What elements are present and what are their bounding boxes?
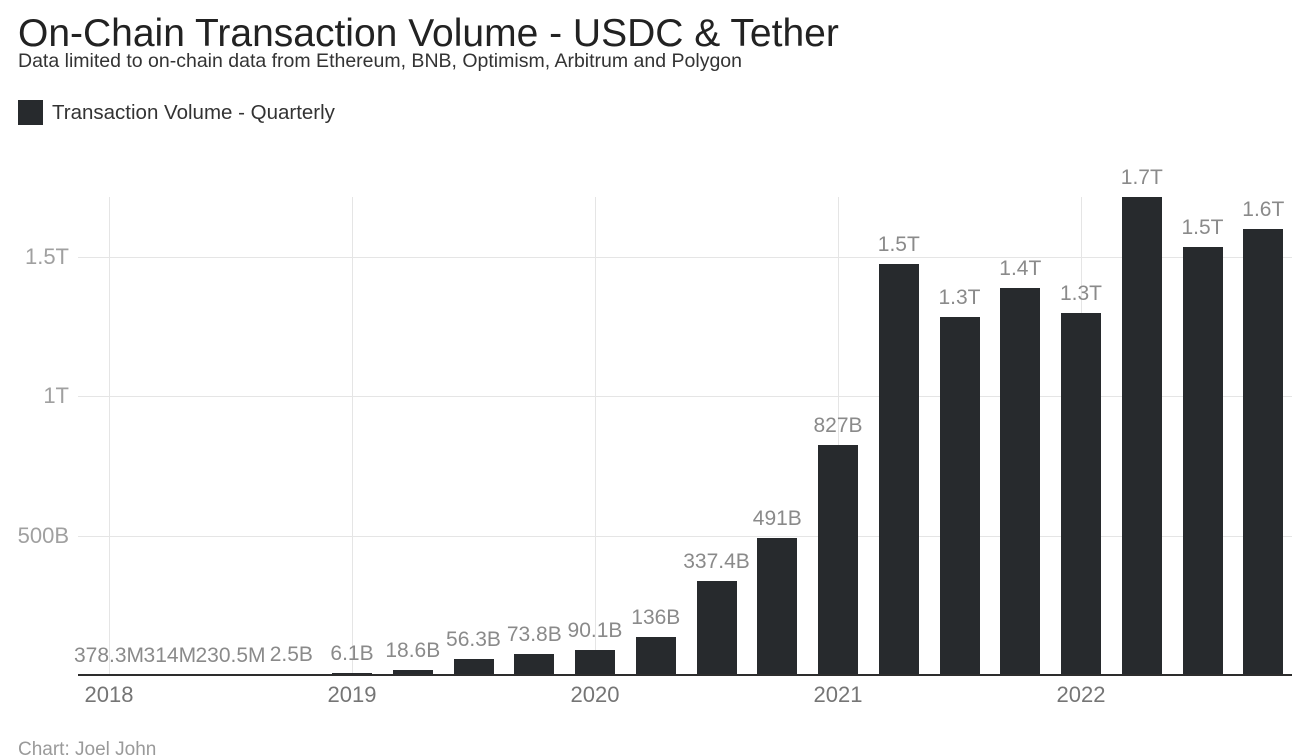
x-axis-tick-label: 2018 xyxy=(84,682,134,707)
x-gridline-2021 xyxy=(838,197,839,675)
bar-value-label-2021-q1: 827B xyxy=(813,413,863,437)
bar-2021-q2[interactable] xyxy=(878,263,919,675)
bar-value-label-2021-q3: 1.3T xyxy=(938,285,981,309)
chart-subtitle: Data limited to on-chain data from Ether… xyxy=(18,50,742,72)
bar-2020-q1[interactable] xyxy=(575,649,615,675)
bar-value-label-2021-q4: 1.4T xyxy=(999,256,1042,280)
bar-2020-q3[interactable] xyxy=(696,580,737,675)
bar-2022-q4[interactable] xyxy=(1243,229,1284,675)
bar-value-label-2018-q4: 2.5B xyxy=(269,643,313,667)
bar-2022-q2[interactable] xyxy=(1121,197,1162,675)
y-gridline-500b xyxy=(78,535,1292,537)
chart-title: On-Chain Transaction Volume - USDC & Tet… xyxy=(18,12,839,56)
bar-value-label-2019-q1: 6.1B xyxy=(330,642,374,666)
bar-value-label-2018-q3: 230.5M xyxy=(195,643,266,667)
bar-2022-q3[interactable] xyxy=(1182,247,1223,675)
bar-2020-q2[interactable] xyxy=(635,637,676,675)
legend-swatch xyxy=(18,100,43,125)
bar-value-label-2018-q1: 378.3M xyxy=(73,643,145,667)
y-axis-tick-label: 1.5T xyxy=(24,244,69,269)
y-axis-tick-label: 500B xyxy=(17,522,69,548)
bar-value-label-2020-q4: 491B xyxy=(752,507,802,531)
bar-value-label-2022-q2: 1.7T xyxy=(1120,166,1163,190)
bar-value-label-2022-q1: 1.3T xyxy=(1059,281,1103,305)
x-gridline-2018 xyxy=(109,197,110,675)
bar-2019-q3[interactable] xyxy=(453,659,494,675)
footer-credit: Chart: Joel John xyxy=(18,739,157,755)
bar-value-label-2020-q3: 337.4B xyxy=(683,550,750,573)
bar-2019-q2[interactable] xyxy=(392,669,433,675)
bar-value-label-2020-q2: 136B xyxy=(631,606,681,630)
y-gridline-1t xyxy=(78,396,1292,398)
bar-value-label-2022-q3: 1.5T xyxy=(1181,216,1224,240)
bar-value-label-2019-q3: 56.3B xyxy=(446,628,501,652)
bar-2021-q3[interactable] xyxy=(939,316,980,675)
bar-value-label-2020-q1: 90.1B xyxy=(567,618,623,642)
bar-value-label-2019-q2: 18.6B xyxy=(385,638,441,662)
x-axis-baseline xyxy=(78,674,1292,676)
bar-2021-q4[interactable] xyxy=(1000,287,1041,675)
x-gridline-2020 xyxy=(595,197,596,675)
y-gridline-1.5t xyxy=(78,257,1292,258)
bar-2020-q4[interactable] xyxy=(757,538,798,675)
x-axis-tick-label: 2021 xyxy=(813,682,863,707)
bar-value-label-2018-q2: 314M xyxy=(143,643,197,667)
x-gridline-2019 xyxy=(352,197,353,675)
bar-2021-q1[interactable] xyxy=(818,444,858,675)
x-axis-tick-label: 2019 xyxy=(327,682,377,707)
legend: Transaction Volume - Quarterly xyxy=(18,100,335,125)
x-axis-tick-label: 2020 xyxy=(570,682,620,707)
bar-value-label-2019-q4: 73.8B xyxy=(506,623,562,647)
bar-value-label-2021-q2: 1.5T xyxy=(877,233,920,256)
bar-value-label-2022-q4: 1.6T xyxy=(1242,198,1285,222)
y-axis-tick-label: 1T xyxy=(43,383,69,409)
x-axis-tick-label: 2022 xyxy=(1056,682,1106,707)
bar-2022-q1[interactable] xyxy=(1061,312,1101,675)
legend-label: Transaction Volume - Quarterly xyxy=(52,100,335,124)
bar-2019-q4[interactable] xyxy=(514,654,555,675)
